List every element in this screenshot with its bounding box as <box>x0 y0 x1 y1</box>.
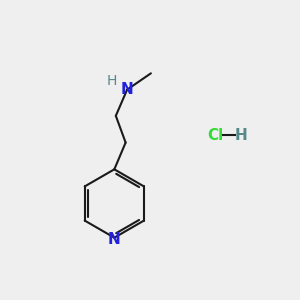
Text: Cl: Cl <box>207 128 224 142</box>
Text: N: N <box>121 82 134 97</box>
Text: H: H <box>106 74 117 88</box>
Text: H: H <box>234 128 247 142</box>
Text: N: N <box>108 232 121 247</box>
